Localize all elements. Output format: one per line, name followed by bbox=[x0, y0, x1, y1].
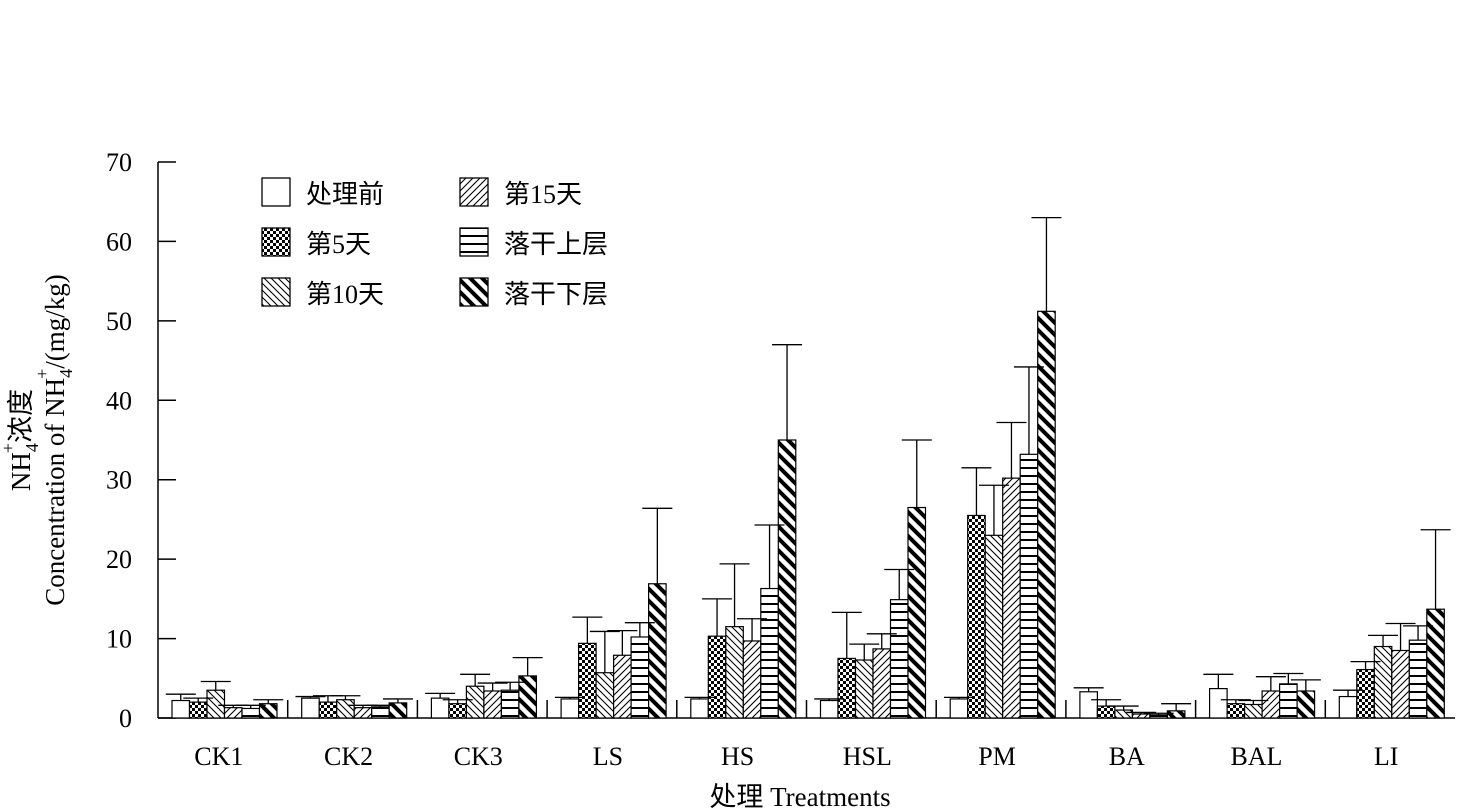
bar bbox=[1131, 713, 1151, 719]
x-tick-label: LS bbox=[593, 742, 623, 771]
bar bbox=[1208, 688, 1228, 719]
bar bbox=[967, 514, 986, 719]
bar bbox=[1391, 649, 1410, 719]
bar bbox=[336, 699, 355, 719]
bar bbox=[1261, 690, 1281, 719]
x-ticks: CK1 CK2 CK3 LS HS HSL PM BA BAL LI bbox=[194, 700, 1398, 771]
bar bbox=[1338, 695, 1358, 719]
bar bbox=[690, 698, 709, 719]
bar bbox=[725, 626, 744, 719]
bar bbox=[1296, 690, 1316, 719]
bar bbox=[889, 599, 909, 719]
x-tick-label: CK1 bbox=[194, 742, 243, 771]
bar bbox=[560, 698, 580, 719]
y-axis-title-line2: Concentration of NH4+/(mg/kg) bbox=[32, 274, 76, 606]
bar bbox=[206, 689, 226, 719]
bar bbox=[223, 707, 243, 719]
bar bbox=[949, 698, 969, 719]
bar bbox=[630, 636, 650, 719]
bar bbox=[742, 640, 762, 719]
bar bbox=[1278, 683, 1298, 719]
x-tick-label: CK3 bbox=[454, 742, 503, 771]
x-tick-label: HSL bbox=[843, 742, 892, 771]
bar bbox=[819, 699, 839, 719]
legend-label: 第15天 bbox=[504, 180, 582, 209]
bar bbox=[430, 697, 450, 719]
bar bbox=[188, 701, 208, 719]
bar bbox=[760, 587, 779, 719]
error-bars bbox=[165, 216, 1451, 715]
x-axis-title: 处理 Treatments bbox=[709, 782, 890, 811]
bar bbox=[777, 439, 797, 719]
bar bbox=[984, 534, 1004, 719]
bar bbox=[1226, 703, 1246, 719]
bar bbox=[171, 699, 191, 719]
bar bbox=[301, 697, 320, 719]
bar bbox=[353, 707, 373, 719]
bars bbox=[171, 310, 1445, 719]
bar bbox=[483, 690, 502, 719]
bar bbox=[465, 685, 485, 719]
bar bbox=[872, 648, 892, 719]
bar bbox=[1019, 453, 1039, 719]
bar bbox=[1243, 703, 1263, 719]
x-tick-label: CK2 bbox=[324, 742, 373, 771]
x-tick-label: BAL bbox=[1230, 742, 1282, 771]
legend-label: 第10天 bbox=[306, 280, 384, 309]
y-tick-label: 0 bbox=[119, 704, 132, 733]
bar bbox=[595, 672, 615, 719]
bar bbox=[577, 642, 597, 719]
bar bbox=[500, 689, 520, 719]
y-axis-title: NH4+浓度 Concentration of NH4+/(mg/kg) bbox=[0, 274, 76, 606]
bar bbox=[854, 659, 874, 719]
legend-label: 落干上层 bbox=[504, 230, 608, 259]
bar bbox=[1096, 705, 1116, 719]
legend-label: 第5天 bbox=[306, 230, 371, 259]
legend-label: 落干下层 bbox=[504, 280, 608, 309]
x-tick-label: BA bbox=[1109, 742, 1145, 771]
bar bbox=[1037, 310, 1056, 719]
y-tick-label: 30 bbox=[106, 466, 132, 495]
x-tick-label: HS bbox=[721, 742, 754, 771]
legend-label: 处理前 bbox=[306, 180, 384, 209]
bar bbox=[1149, 714, 1169, 719]
y-tick-label: 50 bbox=[106, 307, 132, 336]
bar bbox=[1166, 710, 1186, 719]
bar bbox=[907, 506, 927, 719]
y-tick-label: 10 bbox=[106, 625, 132, 654]
bar bbox=[1114, 709, 1134, 719]
legend-swatch bbox=[261, 177, 291, 207]
bar bbox=[1408, 639, 1428, 719]
bar bbox=[241, 707, 261, 719]
bar bbox=[837, 657, 857, 719]
legend-swatch bbox=[459, 277, 489, 307]
y-ticks: 0 10 20 30 40 50 60 70 bbox=[106, 148, 176, 733]
y-axis-title-line1: NH4+浓度 bbox=[0, 389, 42, 491]
bar bbox=[371, 706, 390, 719]
x-tick-label: PM bbox=[978, 742, 1016, 771]
bar bbox=[647, 583, 667, 719]
bar bbox=[1373, 645, 1393, 719]
bar bbox=[318, 701, 338, 719]
plot-area: 0 10 20 30 40 50 60 70 CK1 CK2 CK3 LS HS HSL PM BA BAL L… bbox=[106, 148, 1455, 771]
bar bbox=[1002, 477, 1021, 719]
y-tick-label: 20 bbox=[106, 545, 132, 574]
bar bbox=[448, 703, 467, 719]
legend-swatch bbox=[261, 277, 291, 307]
y-tick-label: 40 bbox=[106, 386, 132, 415]
bar bbox=[707, 635, 727, 719]
bar bbox=[612, 654, 632, 719]
y-tick-label: 60 bbox=[106, 227, 132, 256]
legend-swatch bbox=[261, 227, 291, 257]
x-tick-label: LI bbox=[1374, 742, 1399, 771]
y-tick-label: 70 bbox=[106, 148, 132, 177]
bar bbox=[1079, 691, 1099, 719]
bar bbox=[1356, 668, 1375, 719]
legend-swatch bbox=[459, 227, 489, 257]
legend-swatch bbox=[459, 177, 489, 207]
